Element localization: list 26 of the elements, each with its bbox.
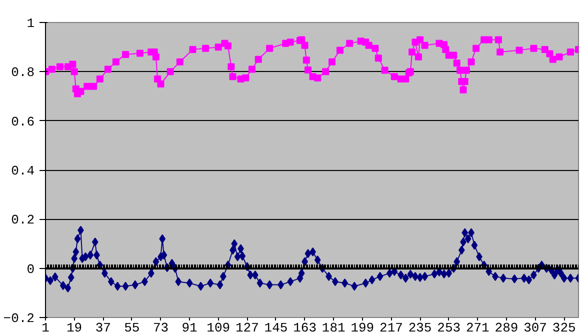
x-tick-label: 271 <box>466 320 490 334</box>
x-tick-label: 163 <box>293 320 316 334</box>
x-tick-label: 19 <box>66 320 82 334</box>
y-tick-label: 0 <box>26 262 35 277</box>
x-tick-label: 109 <box>206 320 230 334</box>
x-tick-label: 73 <box>152 320 169 334</box>
x-tick-label: 325 <box>552 320 576 334</box>
x-tick-label: 253 <box>437 320 461 334</box>
x-tick-label: 145 <box>264 320 288 334</box>
x-tick-label: 91 <box>182 320 198 334</box>
y-tick-label: 0.8 <box>11 65 34 80</box>
x-tick-label: 181 <box>322 320 346 334</box>
x-tick-label: 307 <box>524 320 547 334</box>
x-tick-label: 235 <box>408 320 432 334</box>
x-tick-label: 217 <box>380 320 403 334</box>
y-tick-label: 1 <box>26 16 35 31</box>
x-tick-label: 55 <box>124 320 140 334</box>
x-tick-label: 1 <box>42 320 50 334</box>
y-tick-label: −0.2 <box>3 311 35 326</box>
x-tick-label: 37 <box>95 320 111 334</box>
x-tick-label: 289 <box>494 320 518 334</box>
y-tick-label: 0.4 <box>11 164 35 178</box>
x-tick-label: 199 <box>350 320 374 334</box>
y-tick-label: 0.6 <box>11 114 34 130</box>
x-tick-label: 127 <box>235 320 259 334</box>
y-tick-label: 0.2 <box>11 212 34 228</box>
